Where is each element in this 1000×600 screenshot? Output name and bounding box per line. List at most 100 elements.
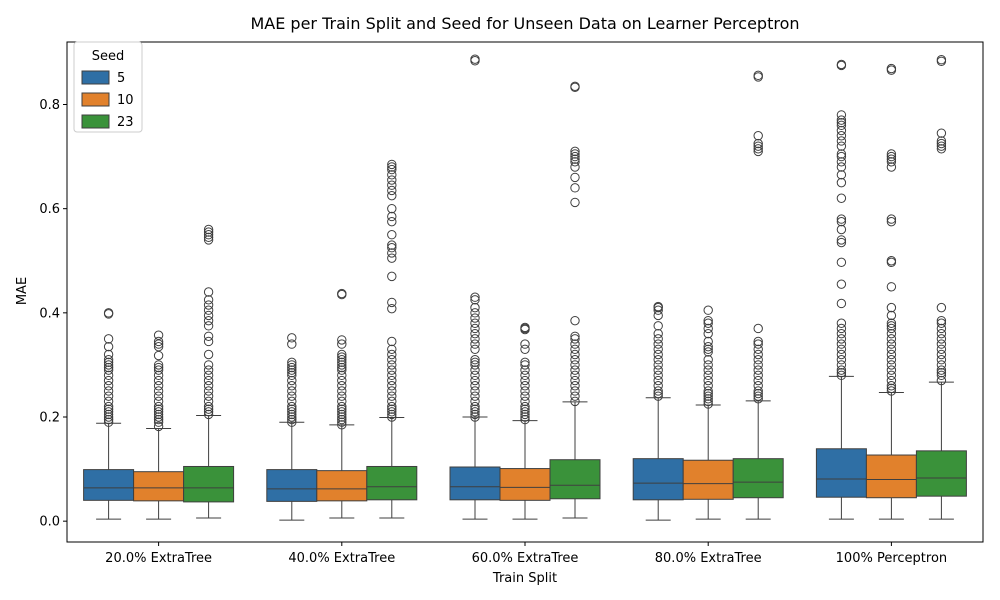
outlier-point: [520, 370, 530, 381]
outlier-point: [836, 323, 847, 334]
outlier-point: [936, 370, 947, 381]
outlier-point: [153, 360, 164, 370]
outlier-point: [836, 235, 847, 245]
outlier-point: [387, 190, 397, 201]
outlier-point: [936, 328, 947, 339]
outlier-point: [520, 409, 530, 420]
outlier-point: [153, 365, 164, 375]
outlier-point: [936, 344, 947, 354]
outlier-point: [387, 370, 397, 381]
outlier-point: [753, 394, 763, 404]
plot-area: [83, 54, 967, 521]
outlier-point: [836, 125, 847, 136]
outlier-point: [153, 381, 164, 391]
outlier-point: [103, 357, 114, 368]
outlier-point: [387, 365, 397, 375]
outlier-point: [470, 54, 480, 64]
outlier-point: [570, 391, 580, 401]
outlier-point: [287, 391, 297, 401]
outlier-point: [886, 151, 897, 162]
outlier-point: [470, 407, 480, 417]
legend-label-10: 10: [117, 93, 134, 108]
outlier-point: [470, 292, 480, 302]
outlier-point: [886, 365, 897, 375]
outlier-point: [703, 323, 713, 334]
outlier-point: [153, 362, 164, 373]
outlier-point: [703, 344, 713, 354]
outlier-point: [886, 214, 897, 224]
outlier-point: [520, 386, 530, 396]
outlier-point: [203, 360, 214, 370]
outlier-point: [387, 211, 397, 222]
y-tick-label: 0.8: [39, 98, 60, 113]
outlier-point: [203, 407, 214, 417]
outlier-point: [470, 295, 480, 305]
outlier-point: [287, 365, 297, 375]
outlier-point: [570, 334, 580, 344]
outlier-point: [387, 271, 397, 282]
outlier-point: [703, 399, 713, 409]
outlier-point: [103, 391, 114, 401]
outlier-point: [703, 391, 713, 401]
y-tick-label: 0.4: [39, 306, 60, 321]
outlier-point: [287, 414, 297, 425]
outlier-point: [886, 157, 897, 167]
box-body: [732, 458, 784, 499]
outlier-point: [570, 149, 580, 159]
outlier-point: [570, 344, 580, 354]
outlier-point: [203, 232, 214, 243]
outlier-point: [470, 381, 480, 391]
legend: Seed 5 10 23: [73, 41, 143, 133]
outlier-point: [153, 330, 164, 340]
outlier-point: [153, 336, 164, 347]
outlier-point: [337, 401, 347, 412]
outlier-point: [337, 417, 347, 427]
outlier-point: [753, 388, 763, 399]
outlier-point: [287, 412, 297, 422]
outlier-point: [387, 381, 397, 391]
outlier-point: [470, 328, 480, 339]
outlier-point: [287, 407, 297, 417]
outlier-point: [337, 365, 347, 375]
box-10-4: [865, 63, 917, 520]
outlier-point: [203, 396, 214, 407]
box-23-3: [732, 70, 784, 520]
outlier-point: [387, 162, 397, 172]
outlier-point: [470, 334, 480, 344]
outlier-point: [570, 81, 580, 91]
outlier-point: [570, 197, 580, 208]
outlier-point: [103, 334, 114, 344]
box-body: [83, 469, 135, 501]
outlier-point: [703, 394, 713, 404]
outlier-point: [570, 146, 580, 157]
outlier-point: [337, 391, 347, 401]
outlier-point: [570, 151, 580, 162]
outlier-point: [153, 341, 164, 352]
outlier-point: [387, 409, 397, 420]
outlier-point: [337, 396, 347, 407]
legend-label-23: 23: [117, 115, 134, 130]
outlier-point: [337, 404, 347, 414]
outlier-point: [337, 362, 347, 373]
outlier-point: [387, 175, 397, 185]
outlier-point: [753, 336, 763, 347]
outlier-point: [470, 302, 480, 313]
outlier-point: [387, 396, 397, 407]
outlier-point: [287, 404, 297, 414]
outlier-point: [470, 308, 480, 318]
outlier-point: [936, 323, 947, 334]
outlier-point: [153, 421, 164, 432]
outlier-point: [836, 115, 847, 125]
outlier-point: [203, 386, 214, 396]
outlier-point: [470, 313, 480, 323]
outlier-point: [103, 381, 114, 391]
outlier-point: [470, 365, 480, 375]
outlier-point: [387, 412, 397, 422]
outlier-point: [570, 355, 580, 365]
box-5-4: [815, 59, 867, 520]
outlier-point: [203, 349, 214, 360]
outlier-point: [287, 360, 297, 370]
outlier-point: [570, 396, 580, 407]
outlier-point: [337, 412, 347, 422]
